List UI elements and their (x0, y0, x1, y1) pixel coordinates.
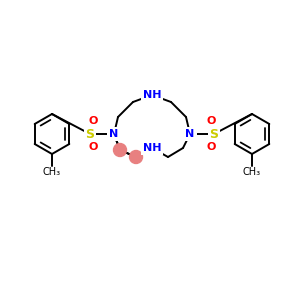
Circle shape (113, 143, 127, 157)
Text: S: S (209, 128, 218, 140)
Text: N: N (185, 129, 195, 139)
Text: CH₃: CH₃ (43, 167, 61, 177)
Text: N: N (110, 129, 118, 139)
Text: S: S (85, 128, 94, 140)
Text: NH: NH (143, 90, 161, 100)
Circle shape (130, 151, 142, 164)
Text: O: O (206, 116, 216, 126)
Text: O: O (88, 142, 98, 152)
Text: O: O (88, 116, 98, 126)
Text: CH₃: CH₃ (243, 167, 261, 177)
Text: NH: NH (143, 143, 161, 153)
Text: O: O (206, 142, 216, 152)
